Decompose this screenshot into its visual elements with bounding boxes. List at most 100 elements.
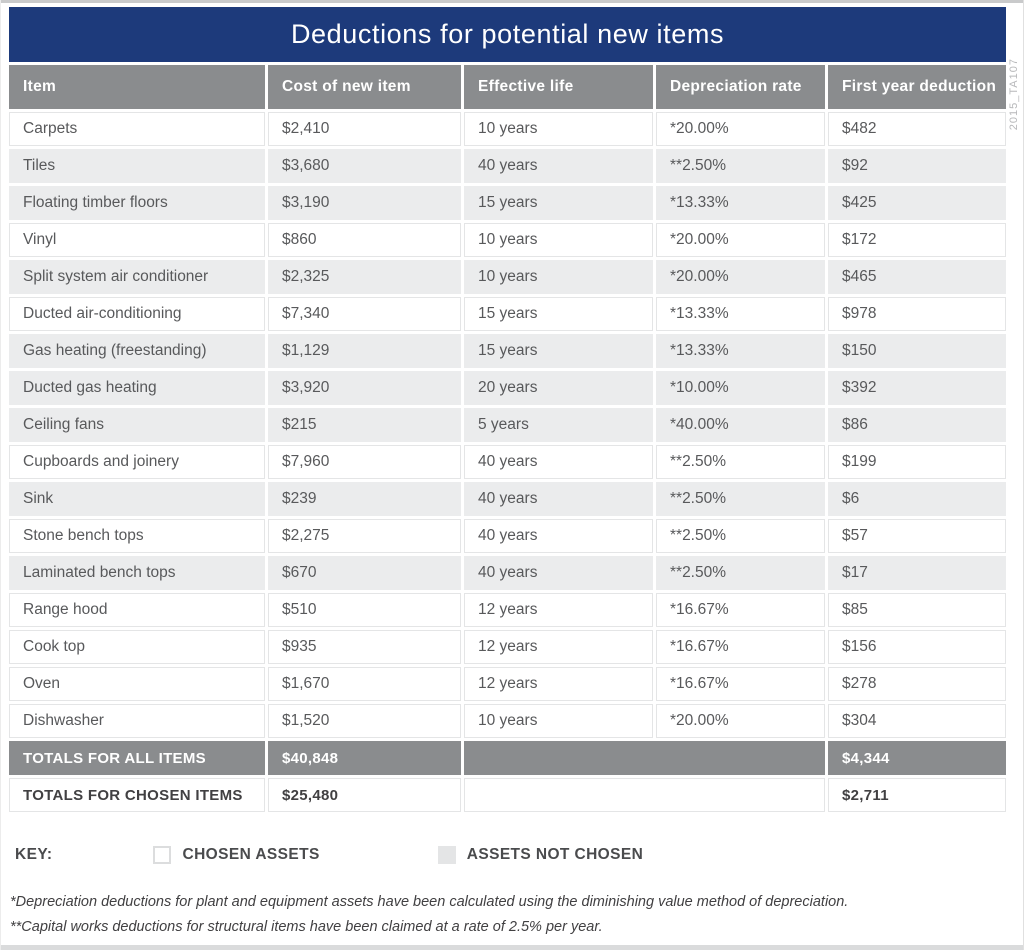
cell-item: Ducted gas heating bbox=[9, 371, 265, 405]
cell-rate: *10.00% bbox=[656, 371, 825, 405]
table-row: Tiles $3,680 40 years **2.50% $92 bbox=[9, 149, 1006, 183]
cell-life: 20 years bbox=[464, 371, 653, 405]
totals-all-deduction: $4,344 bbox=[828, 741, 1006, 775]
totals-chosen-spacer bbox=[464, 778, 825, 812]
cell-cost: $2,275 bbox=[268, 519, 461, 553]
totals-all-spacer bbox=[464, 741, 825, 775]
footnote-capital-works: **Capital works deductions for structura… bbox=[10, 918, 603, 935]
cell-deduction: $304 bbox=[828, 704, 1006, 738]
totals-chosen-row: TOTALS FOR CHOSEN ITEMS $25,480 $2,711 bbox=[9, 778, 1006, 812]
assets-not-chosen-swatch bbox=[437, 846, 456, 864]
cell-cost: $860 bbox=[268, 223, 461, 257]
table-row: Ducted gas heating $3,920 20 years *10.00% $… bbox=[9, 371, 1006, 405]
cell-item: Cupboards and joinery bbox=[9, 445, 265, 479]
cell-cost: $2,410 bbox=[268, 112, 461, 146]
cell-deduction: $92 bbox=[828, 149, 1006, 183]
cell-item: Carpets bbox=[9, 112, 265, 146]
cell-item: Sink bbox=[9, 482, 265, 516]
cell-rate: **2.50% bbox=[656, 445, 825, 479]
cell-deduction: $482 bbox=[828, 112, 1006, 146]
cell-cost: $3,920 bbox=[268, 371, 461, 405]
cell-item: Oven bbox=[9, 667, 265, 701]
document-code-vertical: 2015_TA107 bbox=[1008, 58, 1020, 131]
table-row: Oven $1,670 12 years *16.67% $278 bbox=[9, 667, 1006, 701]
cell-item: Ceiling fans bbox=[9, 408, 265, 442]
column-header: Depreciation rate bbox=[656, 65, 825, 109]
table-row: Ducted air-conditioning $7,340 15 years *13… bbox=[9, 297, 1006, 331]
column-header: First year deduction bbox=[828, 65, 1006, 109]
cell-deduction: $392 bbox=[828, 371, 1006, 405]
cell-deduction: $425 bbox=[828, 186, 1006, 220]
column-header: Effective life bbox=[464, 65, 653, 109]
cell-rate: *16.67% bbox=[656, 667, 825, 701]
totals-all-row: TOTALS FOR ALL ITEMS $40,848 $4,344 bbox=[9, 741, 1006, 775]
title-bar: Deductions for potential new items bbox=[9, 7, 1006, 62]
cell-rate: *16.67% bbox=[656, 630, 825, 664]
cell-deduction: $199 bbox=[828, 445, 1006, 479]
table-header-row: Item Cost of new item Effective life Deprec… bbox=[9, 65, 1006, 109]
cell-life: 15 years bbox=[464, 334, 653, 368]
cell-cost: $3,680 bbox=[268, 149, 461, 183]
table-body: Carpets $2,410 10 years *20.00% $482 Tiles $3,… bbox=[9, 112, 1006, 738]
cell-rate: *13.33% bbox=[656, 297, 825, 331]
cell-item: Tiles bbox=[9, 149, 265, 183]
totals-chosen-label: TOTALS FOR CHOSEN ITEMS bbox=[9, 778, 265, 812]
totals-all-label: TOTALS FOR ALL ITEMS bbox=[9, 741, 265, 775]
cell-cost: $1,670 bbox=[268, 667, 461, 701]
cell-cost: $7,340 bbox=[268, 297, 461, 331]
table-row: Cupboards and joinery $7,960 40 years **2.5… bbox=[9, 445, 1006, 479]
table-row: Split system air conditioner $2,325 10 yea… bbox=[9, 260, 1006, 294]
cell-rate: **2.50% bbox=[656, 519, 825, 553]
footnotes: *Depreciation deductions for plant and e… bbox=[10, 894, 848, 945]
cell-life: 40 years bbox=[464, 149, 653, 183]
table-row: Gas heating (freestanding) $1,129 15 years… bbox=[9, 334, 1006, 368]
cell-rate: *20.00% bbox=[656, 260, 825, 294]
cell-cost: $1,520 bbox=[268, 704, 461, 738]
cell-item: Ducted air-conditioning bbox=[9, 297, 265, 331]
cell-item: Split system air conditioner bbox=[9, 260, 265, 294]
column-header: Item bbox=[9, 65, 265, 109]
cell-item: Vinyl bbox=[9, 223, 265, 257]
table-row: Ceiling fans $215 5 years *40.00% $86 bbox=[9, 408, 1006, 442]
cell-rate: **2.50% bbox=[656, 482, 825, 516]
cell-cost: $510 bbox=[268, 593, 461, 627]
cell-cost: $215 bbox=[268, 408, 461, 442]
table-row: Laminated bench tops $670 40 years **2.50% $… bbox=[9, 556, 1006, 590]
totals-all-cost: $40,848 bbox=[268, 741, 461, 775]
cell-deduction: $150 bbox=[828, 334, 1006, 368]
table-row: Carpets $2,410 10 years *20.00% $482 bbox=[9, 112, 1006, 146]
cell-deduction: $465 bbox=[828, 260, 1006, 294]
deductions-table: Item Cost of new item Effective life Deprec… bbox=[6, 62, 1009, 815]
cell-cost: $935 bbox=[268, 630, 461, 664]
cell-rate: *20.00% bbox=[656, 223, 825, 257]
key-label: KEY: bbox=[15, 846, 53, 863]
cell-life: 10 years bbox=[464, 260, 653, 294]
top-edge-line bbox=[1, 0, 1023, 3]
cell-item: Cook top bbox=[9, 630, 265, 664]
cell-life: 15 years bbox=[464, 297, 653, 331]
bottom-edge-line bbox=[1, 945, 1023, 950]
cell-life: 10 years bbox=[464, 704, 653, 738]
cell-deduction: $978 bbox=[828, 297, 1006, 331]
cell-deduction: $85 bbox=[828, 593, 1006, 627]
cell-rate: *40.00% bbox=[656, 408, 825, 442]
cell-life: 40 years bbox=[464, 445, 653, 479]
cell-life: 12 years bbox=[464, 667, 653, 701]
cell-life: 10 years bbox=[464, 112, 653, 146]
cell-cost: $7,960 bbox=[268, 445, 461, 479]
cell-item: Stone bench tops bbox=[9, 519, 265, 553]
cell-deduction: $156 bbox=[828, 630, 1006, 664]
cell-rate: *13.33% bbox=[656, 334, 825, 368]
cell-deduction: $17 bbox=[828, 556, 1006, 590]
cell-cost: $239 bbox=[268, 482, 461, 516]
cell-deduction: $172 bbox=[828, 223, 1006, 257]
page-title: Deductions for potential new items bbox=[290, 19, 725, 49]
table-row: Sink $239 40 years **2.50% $6 bbox=[9, 482, 1006, 516]
cell-cost: $3,190 bbox=[268, 186, 461, 220]
cell-life: 12 years bbox=[464, 630, 653, 664]
cell-rate: *13.33% bbox=[656, 186, 825, 220]
totals-chosen-deduction: $2,711 bbox=[828, 778, 1006, 812]
cell-life: 40 years bbox=[464, 519, 653, 553]
table-row: Vinyl $860 10 years *20.00% $172 bbox=[9, 223, 1006, 257]
